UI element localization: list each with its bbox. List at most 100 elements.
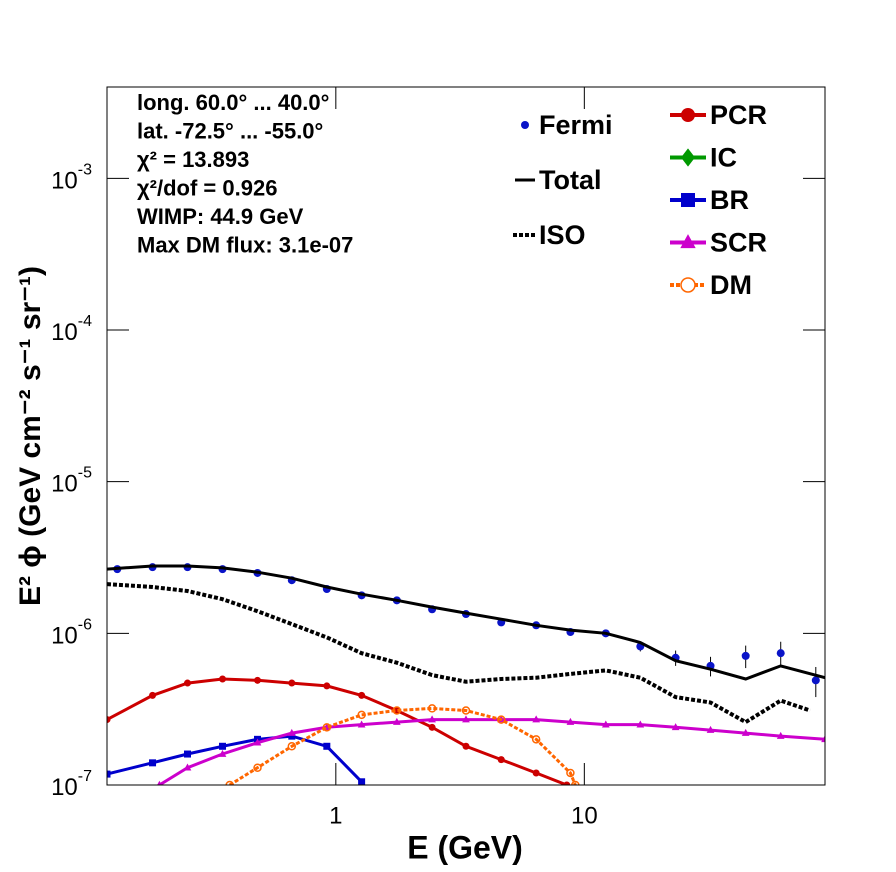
y-tick-base: 10: [51, 168, 78, 195]
legend-label: Total: [539, 165, 602, 195]
marker: [358, 778, 366, 785]
y-tick-exponent: -7: [78, 768, 92, 785]
y-tick-exponent: -5: [78, 465, 92, 482]
marker: [149, 759, 157, 767]
data-point: [811, 676, 820, 685]
annotation: WIMP: 44.9 GeV: [137, 204, 304, 229]
marker: [741, 728, 750, 736]
marker: [428, 723, 436, 731]
data-point: [776, 649, 785, 658]
legend-label: DM: [710, 270, 752, 300]
marker: [821, 735, 825, 743]
marker: [219, 675, 227, 683]
legend-marker: [681, 193, 695, 207]
marker: [671, 723, 680, 731]
marker: [322, 723, 332, 732]
series-line: [107, 734, 363, 783]
legend-label: BR: [710, 185, 749, 215]
marker: [776, 731, 785, 739]
y-axis-title: E² ϕ (GeV cm⁻² s⁻¹ sr⁻¹): [14, 266, 47, 606]
marker: [532, 715, 541, 723]
marker: [392, 706, 402, 715]
marker: [107, 770, 111, 778]
marker: [219, 742, 227, 750]
plot-area: [107, 563, 825, 785]
legend-label: PCR: [710, 100, 767, 130]
annotation: lat. -72.5° ... -55.0°: [137, 118, 323, 143]
series-line: [107, 582, 811, 725]
marker: [107, 716, 111, 724]
legend-label: Fermi: [539, 110, 613, 140]
marker: [461, 706, 471, 715]
y-tick-label: 10-6: [51, 617, 92, 650]
y-tick-exponent: -4: [78, 313, 92, 330]
series-line: [158, 718, 825, 785]
marker: [462, 715, 470, 723]
marker: [462, 742, 470, 750]
legend-marker: [681, 148, 695, 167]
y-tick-label: 10-4: [51, 313, 92, 346]
marker: [253, 738, 262, 746]
series-line: [228, 706, 577, 785]
marker: [636, 720, 645, 728]
marker: [253, 763, 262, 772]
marker: [563, 781, 571, 785]
marker: [157, 780, 162, 785]
series-line: [107, 564, 825, 681]
marker: [183, 750, 191, 758]
legend-marker: [680, 277, 696, 293]
marker: [392, 717, 401, 725]
marker: [149, 691, 157, 699]
plot-frame: [106, 86, 826, 786]
marker: [225, 780, 234, 785]
marker: [287, 742, 297, 751]
marker: [323, 742, 331, 750]
legend-marker: [521, 121, 529, 129]
marker: [532, 769, 540, 777]
series-line: [107, 677, 568, 785]
marker: [427, 704, 437, 713]
marker: [497, 756, 505, 764]
y-tick-label: 10-3: [51, 162, 92, 195]
marker: [287, 728, 296, 736]
y-tick-exponent: -3: [78, 162, 92, 179]
marker: [428, 715, 436, 723]
annotation: χ² = 13.893: [137, 147, 249, 172]
y-tick-label: 10-7: [51, 768, 92, 801]
legend-label: ISO: [539, 220, 586, 250]
marker: [288, 679, 296, 687]
legend-marker: [681, 108, 695, 122]
legend-label: SCR: [710, 228, 767, 258]
y-tick-label: 10-5: [51, 465, 92, 498]
marker: [566, 717, 575, 725]
marker: [183, 763, 192, 771]
y-tick-exponent: -6: [78, 617, 92, 634]
marker: [571, 780, 580, 785]
annotation: long. 60.0° ... 40.0°: [137, 90, 329, 115]
data-point: [741, 651, 750, 660]
y-tick-base: 10: [51, 319, 78, 346]
marker: [601, 720, 610, 728]
x-tick-label: 1: [329, 802, 342, 829]
marker: [706, 725, 715, 733]
x-tick-label: 10: [571, 802, 598, 829]
y-tick-base: 10: [51, 471, 78, 498]
marker: [254, 676, 262, 684]
marker: [357, 720, 366, 728]
legend-marker: [680, 234, 696, 249]
y-tick-base: 10: [51, 623, 78, 650]
marker: [323, 682, 331, 690]
marker: [496, 715, 506, 724]
marker: [358, 691, 366, 699]
marker: [183, 679, 191, 687]
x-axis-title: E (GeV): [407, 829, 523, 865]
annotation: Max DM flux: 3.1e-07: [137, 232, 353, 257]
legend-label: IC: [710, 143, 737, 173]
marker: [218, 749, 227, 757]
marker: [566, 768, 575, 778]
annotation: χ²/dof = 0.926: [137, 175, 277, 200]
y-tick-base: 10: [51, 774, 78, 801]
marker: [357, 710, 366, 720]
